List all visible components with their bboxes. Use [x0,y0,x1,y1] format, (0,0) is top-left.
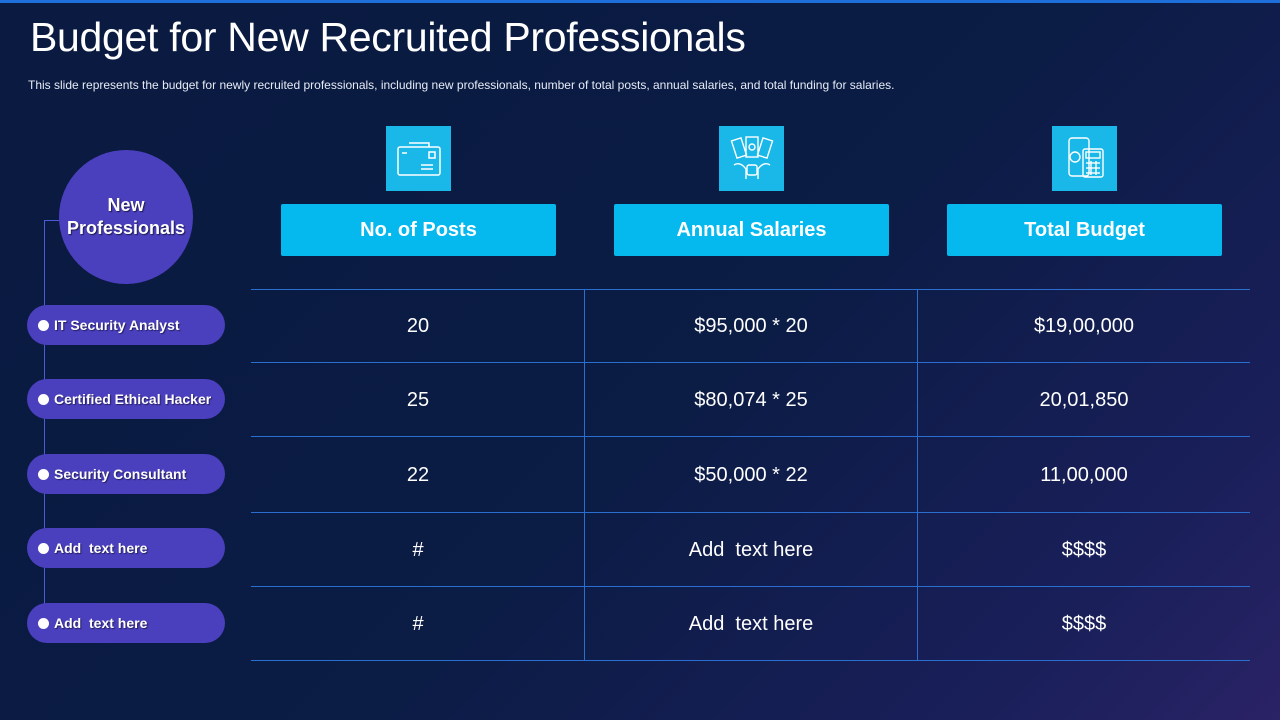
bullet-dot-icon [38,393,49,405]
bullet-dot-icon [38,319,49,331]
table-cell: 20 [406,315,430,337]
page-title: Budget for New Recruited Professionals [30,14,746,60]
table-rule [251,660,1250,661]
professional-item-label: Security Consultant [54,466,187,482]
top-accent-bar [0,0,1280,3]
table-cell: Add text here [688,539,814,561]
table-cell: Add text here [688,613,814,635]
table-cell: # [412,613,424,635]
bullet-dot-icon [38,617,49,629]
professional-item-label: Certified Ethical Hacker [54,391,212,407]
table-cell: $95,000 * 20 [694,315,808,337]
professional-item-it-security-analyst: IT Security Analyst [27,305,225,345]
tree-connector-line [44,220,45,630]
column-header-budget: Total Budget [947,204,1222,256]
new-professionals-circle: New Professionals [59,150,193,284]
professional-item-label: Add text here [54,615,148,631]
table-cell: 11,00,000 [1040,464,1128,486]
table-rule [251,362,1250,363]
table-cell: $50,000 * 22 [694,464,808,486]
table-cell: $19,00,000 [1033,315,1135,337]
table-rule [251,436,1250,437]
professional-item-placeholder-1: Add text here [27,528,225,568]
table-cell: $80,074 * 25 [694,389,808,411]
page-subtitle: This slide represents the budget for new… [28,78,895,92]
professional-item-security-consultant: Security Consultant [27,454,225,494]
professional-item-label: IT Security Analyst [54,317,180,333]
table-cell: # [412,539,424,561]
table-cell: 20,01,850 [1039,389,1129,411]
professional-item-label: Add text here [54,540,148,556]
bullet-dot-icon [38,542,49,554]
new-professionals-heading: New Professionals [66,195,186,238]
table-cell: 25 [406,389,430,411]
professional-item-placeholder-2: Add text here [27,603,225,643]
professional-item-certified-ethical-hacker: Certified Ethical Hacker [27,379,225,419]
table-rule [251,512,1250,513]
table-cell: 22 [406,464,430,486]
money-hands-icon [719,126,784,191]
tree-connector-branch [44,220,62,221]
table-column-divider [584,289,585,660]
table-cell: $$$$ [1061,539,1107,561]
table-column-divider [917,289,918,660]
table-rule [251,586,1250,587]
table-rule [251,289,1250,290]
column-header-salaries: Annual Salaries [614,204,889,256]
envelope-icon [386,126,451,191]
phone-calculator-icon [1052,126,1117,191]
bullet-dot-icon [38,468,49,480]
table-cell: $$$$ [1061,613,1107,635]
column-header-posts: No. of Posts [281,204,556,256]
